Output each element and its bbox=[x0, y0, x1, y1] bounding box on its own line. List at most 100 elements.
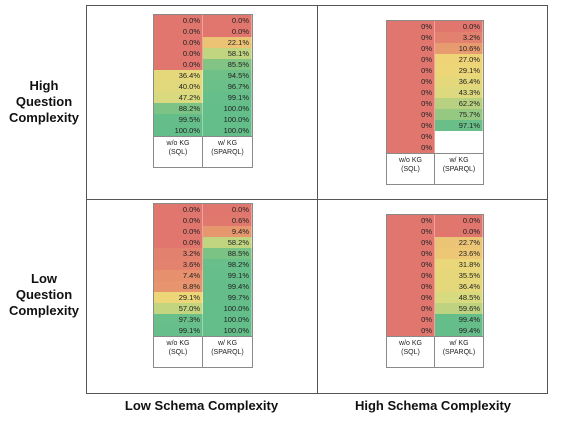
heatmap-cell bbox=[435, 131, 483, 142]
heatmap-cell: 36.4% bbox=[435, 76, 483, 87]
table-row: 0.0% 0.0% bbox=[154, 204, 252, 215]
table-row: 36.4% 94.5% bbox=[154, 70, 252, 81]
column-header: w/ KG (SPARQL) bbox=[442, 340, 476, 356]
heatmap-cell: 0% bbox=[387, 259, 435, 270]
heatmap-cell: 97.3% bbox=[154, 314, 203, 325]
heatmap-cell: 99.5% bbox=[154, 114, 203, 125]
heatmap-cell: 0% bbox=[387, 120, 435, 131]
heatmap-cell: 0.6% bbox=[203, 215, 252, 226]
heatmap-cell: 0.0% bbox=[203, 26, 252, 37]
heatmap-cell: 35.5% bbox=[435, 270, 483, 281]
heatmap-cell: 3.6% bbox=[154, 259, 203, 270]
heatmap-cell: 23.6% bbox=[435, 248, 483, 259]
heatmap-cell: 58.2% bbox=[203, 237, 252, 248]
column-header: w/o KG (SQL) bbox=[387, 154, 435, 184]
heatmap-cell: 0% bbox=[387, 43, 435, 54]
horizontal-divider bbox=[86, 199, 548, 200]
table-row: 99.5% 100.0% bbox=[154, 114, 252, 125]
col-label-high-schema: High Schema Complexity bbox=[354, 398, 512, 413]
heatmap-cell: 100.0% bbox=[203, 314, 252, 325]
heatmap-cell: 0% bbox=[387, 215, 435, 226]
column-header-row: w/o KG (SQL) w/ KG (SPARQL) bbox=[154, 136, 252, 167]
heatmap-cell: 88.5% bbox=[203, 248, 252, 259]
heatmap-cell: 0% bbox=[387, 314, 435, 325]
heatmap-cell: 0% bbox=[387, 142, 435, 153]
heatmap-cell: 100.0% bbox=[154, 125, 203, 136]
heatmap-cell: 100.0% bbox=[203, 103, 252, 114]
heatmap-bottom-right: 0% 0.0% 0% 0.0% 0% 22.7% 0% 23.6% 0% 31.8% 0% 35.5%… bbox=[386, 214, 484, 368]
column-header-row: w/o KG (SQL) w/ KG (SPARQL) bbox=[387, 336, 483, 367]
heatmap-cell: 0.0% bbox=[203, 204, 252, 215]
table-row: 0.0% 58.2% bbox=[154, 237, 252, 248]
heatmap-cell: 0.0% bbox=[154, 48, 203, 59]
heatmap-cell: 3.2% bbox=[435, 32, 483, 43]
heatmap-cell bbox=[435, 142, 483, 153]
heatmap-cell: 29.1% bbox=[154, 292, 203, 303]
table-row: 8.8% 99.4% bbox=[154, 281, 252, 292]
column-header-row: w/o KG (SQL) w/ KG (SPARQL) bbox=[387, 153, 483, 184]
table-row: 0.0% 0.0% bbox=[154, 26, 252, 37]
table-row: 0% 99.4% bbox=[387, 325, 483, 336]
col-label-low-schema: Low Schema Complexity bbox=[124, 398, 279, 413]
heatmap-cell: 10.6% bbox=[435, 43, 483, 54]
table-row: 0% 31.8% bbox=[387, 259, 483, 270]
heatmap-cell: 0% bbox=[387, 292, 435, 303]
heatmap-cell: 36.4% bbox=[435, 281, 483, 292]
heatmap-cell: 100.0% bbox=[203, 325, 252, 336]
heatmap-cell: 0% bbox=[387, 248, 435, 259]
column-header: w/o KG (SQL) bbox=[154, 137, 203, 167]
heatmap-cell: 0% bbox=[387, 87, 435, 98]
heatmap-cell: 48.5% bbox=[435, 292, 483, 303]
table-row: 0% 48.5% bbox=[387, 292, 483, 303]
table-row: 47.2% 99.1% bbox=[154, 92, 252, 103]
heatmap-cell: 0% bbox=[387, 226, 435, 237]
table-row: 0.0% 9.4% bbox=[154, 226, 252, 237]
column-header: w/ KG (SPARQL) bbox=[211, 140, 244, 156]
table-row: 0% 22.7% bbox=[387, 237, 483, 248]
heatmap-cell: 62.2% bbox=[435, 98, 483, 109]
heatmap-cell: 0.0% bbox=[203, 15, 252, 26]
heatmap-cell: 0.0% bbox=[154, 15, 203, 26]
table-row: 100.0% 100.0% bbox=[154, 125, 252, 136]
heatmap-cell: 100.0% bbox=[203, 125, 252, 136]
heatmap-cell: 3.2% bbox=[154, 248, 203, 259]
heatmap-bottom-left: 0.0% 0.0% 0.0% 0.6% 0.0% 9.4% 0.0% 58.2% 3.2% 88.… bbox=[153, 203, 253, 368]
table-row: 0.0% 85.5% bbox=[154, 59, 252, 70]
table-row: 0% 36.4% bbox=[387, 76, 483, 87]
heatmap-cell: 75.7% bbox=[435, 109, 483, 120]
column-header-row: w/o KG (SQL) w/ KG (SPARQL) bbox=[154, 336, 252, 367]
heatmap-cell: 0% bbox=[387, 325, 435, 336]
heatmap-cell: 0.0% bbox=[154, 37, 203, 48]
heatmap-cell: 27.0% bbox=[435, 54, 483, 65]
heatmap-cell: 40.0% bbox=[154, 81, 203, 92]
table-row: 0% 75.7% bbox=[387, 109, 483, 120]
table-row: 7.4% 99.1% bbox=[154, 270, 252, 281]
heatmap-cell: 7.4% bbox=[154, 270, 203, 281]
heatmap-cell: 0% bbox=[387, 109, 435, 120]
table-row: 0.0% 22.1% bbox=[154, 37, 252, 48]
heatmap-cell: 0% bbox=[387, 21, 435, 32]
heatmap-cell: 9.4% bbox=[203, 226, 252, 237]
table-row: 0% 43.3% bbox=[387, 87, 483, 98]
heatmap-cell: 94.5% bbox=[203, 70, 252, 81]
column-header: w/o KG (SQL) bbox=[387, 337, 435, 367]
heatmap-cell: 88.2% bbox=[154, 103, 203, 114]
table-row: 99.1% 100.0% bbox=[154, 325, 252, 336]
heatmap-cell: 99.1% bbox=[203, 92, 252, 103]
column-header: w/ KG (SPARQL) bbox=[211, 340, 244, 356]
heatmap-cell: 100.0% bbox=[203, 114, 252, 125]
column-header: w/o KG (SQL) bbox=[154, 337, 203, 367]
table-row: 0% 62.2% bbox=[387, 98, 483, 109]
table-row: 0.0% 0.6% bbox=[154, 215, 252, 226]
heatmap-cell: 0% bbox=[387, 32, 435, 43]
heatmap-cell: 43.3% bbox=[435, 87, 483, 98]
table-row: 0% 0.0% bbox=[387, 215, 483, 226]
heatmap-top-right: 0% 0.0% 0% 3.2% 0% 10.6% 0% 27.0% 0% 29.1% 0% 36.4%… bbox=[386, 20, 484, 185]
heatmap-cell: 29.1% bbox=[435, 65, 483, 76]
table-row: 0% 59.6% bbox=[387, 303, 483, 314]
table-row: 0% 3.2% bbox=[387, 32, 483, 43]
table-row: 0% bbox=[387, 142, 483, 153]
heatmap-cell: 0.0% bbox=[435, 21, 483, 32]
heatmap-cell: 99.4% bbox=[435, 325, 483, 336]
heatmap-cell: 99.7% bbox=[203, 292, 252, 303]
